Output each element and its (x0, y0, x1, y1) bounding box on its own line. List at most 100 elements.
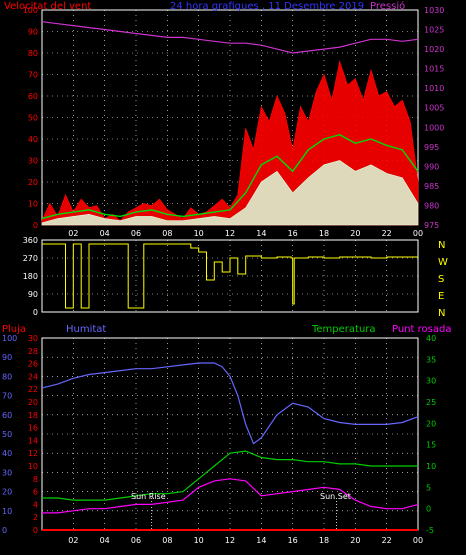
compass-letter: N (438, 240, 445, 251)
pressure-tick: 1005 (424, 104, 444, 113)
wind-speed-area (41, 160, 419, 226)
top-time-tick: 20 (350, 229, 360, 238)
wind-speed-tick: 100 (23, 6, 38, 15)
direction-axis: 360 270 180 90 0 (23, 236, 38, 317)
humidity-line (41, 362, 419, 445)
wind-speed-axis: 0 10 20 30 40 50 60 70 80 90 100 (23, 6, 38, 230)
chart-title: 24 hora grafiques , 11 Desembre 2019 (170, 1, 364, 12)
humidity-tick: 40 (2, 449, 12, 458)
top-time-tick: 18 (319, 229, 329, 238)
bottom-time-tick: 12 (225, 536, 235, 545)
rain-tick: 0 (33, 526, 38, 535)
humidity-tick: 80 (2, 372, 12, 381)
pressure-tick: 1030 (424, 6, 444, 15)
humidity-tick: 100 (2, 334, 17, 343)
bottom-time-tick: 00 (413, 536, 423, 545)
top-grid (42, 10, 418, 225)
wind-speed-tick: 90 (28, 28, 38, 37)
bottom-series (41, 362, 419, 531)
humidity-tick: 10 (2, 507, 12, 516)
direction-tick: 270 (23, 254, 38, 263)
dewpoint-line (42, 478, 419, 514)
pressure-tick: 1015 (424, 65, 444, 74)
bottom-time-tick: 06 (131, 536, 141, 545)
pressure-axis: 975 980 985 990 995 1000 1005 1010 1015 1020 1025 1… (424, 6, 444, 230)
humidity-tick: 30 (2, 468, 12, 477)
rain-tick: 6 (33, 488, 38, 497)
temperature-line (42, 450, 418, 501)
bottom-time-tick: 04 (100, 536, 110, 545)
compass-letter: S (438, 274, 444, 285)
dewpoint-label: Punt rosada (392, 324, 451, 335)
temperature-axis: -5 0 5 10 15 20 25 30 35 40 (426, 334, 436, 535)
temperature-tick: 0 (426, 505, 431, 514)
pressure-tick: 1020 (424, 45, 444, 54)
temperature-tick: 25 (426, 398, 436, 407)
temperature-tick: -5 (426, 526, 434, 535)
pressure-tick: 975 (424, 221, 439, 230)
temperature-tick: 10 (426, 462, 436, 471)
wind-speed-tick: 70 (28, 71, 38, 80)
pressure-tick: 1000 (424, 123, 444, 132)
temperature-tick: 20 (426, 419, 436, 428)
top-time-tick: 08 (162, 229, 172, 238)
rain-tick: 22 (28, 385, 38, 394)
rain-tick: 10 (28, 462, 38, 471)
top-time-tick: 02 (68, 229, 78, 238)
humidity-axis: 0 10 20 30 40 50 60 70 80 90 100 (2, 334, 17, 535)
temperature-tick: 35 (426, 355, 436, 364)
wind-speed-tick: 30 (28, 157, 38, 166)
pressure-tick: 1025 (424, 26, 444, 35)
pressure-tick: 985 (424, 182, 439, 191)
wind-speed-tick: 0 (33, 221, 38, 230)
humidity-label: Humitat (66, 324, 106, 335)
humidity-tick: 60 (2, 411, 12, 420)
top-time-tick: 14 (256, 229, 266, 238)
rain-tick: 28 (28, 347, 38, 356)
top-time-axis: 02 04 06 08 10 12 14 16 18 20 22 00 (68, 229, 423, 238)
wind-speed-tick: 40 (28, 135, 38, 144)
bottom-grid (42, 338, 418, 530)
top-time-tick: 22 (382, 229, 392, 238)
pressure-line (41, 21, 419, 54)
rain-tick: 30 (28, 334, 38, 343)
rain-tick: 20 (28, 398, 38, 407)
top-series (41, 21, 419, 226)
sunrise-label: Sun Rise (131, 492, 166, 501)
temperature-tick: 15 (426, 441, 436, 450)
bottom-time-tick: 20 (350, 536, 360, 545)
humidity-tick: 50 (2, 430, 12, 439)
rain-tick: 14 (28, 436, 38, 445)
top-time-tick: 12 (225, 229, 235, 238)
bottom-time-tick: 08 (162, 536, 172, 545)
sunset-label: Sun Set (320, 492, 351, 501)
rain-label: Pluja (2, 324, 26, 335)
pressure-tick: 995 (424, 143, 439, 152)
humidity-tick: 90 (2, 353, 12, 362)
humidity-tick: 70 (2, 392, 12, 401)
humidity-tick: 0 (2, 526, 7, 535)
rain-tick: 4 (33, 500, 38, 509)
compass-letter: N (438, 308, 445, 319)
wind-speed-label: Velocitat del vent (4, 1, 91, 12)
wind-average-line (41, 133, 419, 220)
wind-speed-tick: 20 (28, 178, 38, 187)
pressure-tick: 990 (424, 162, 439, 171)
rain-tick: 26 (28, 360, 38, 369)
rain-tick: 2 (33, 513, 38, 522)
pressure-tick: 980 (424, 201, 439, 210)
top-time-tick: 06 (131, 229, 141, 238)
bottom-time-tick: 22 (382, 536, 392, 545)
wind-speed-tick: 60 (28, 92, 38, 101)
bottom-time-tick: 16 (288, 536, 298, 545)
bottom-time-axis: 02 04 06 08 10 12 14 16 18 20 22 00 (68, 536, 423, 545)
direction-tick: 0 (33, 308, 38, 317)
temperature-tick: 5 (426, 483, 431, 492)
rain-tick: 12 (28, 449, 38, 458)
direction-series (42, 243, 418, 309)
wind-speed-tick: 10 (28, 200, 38, 209)
